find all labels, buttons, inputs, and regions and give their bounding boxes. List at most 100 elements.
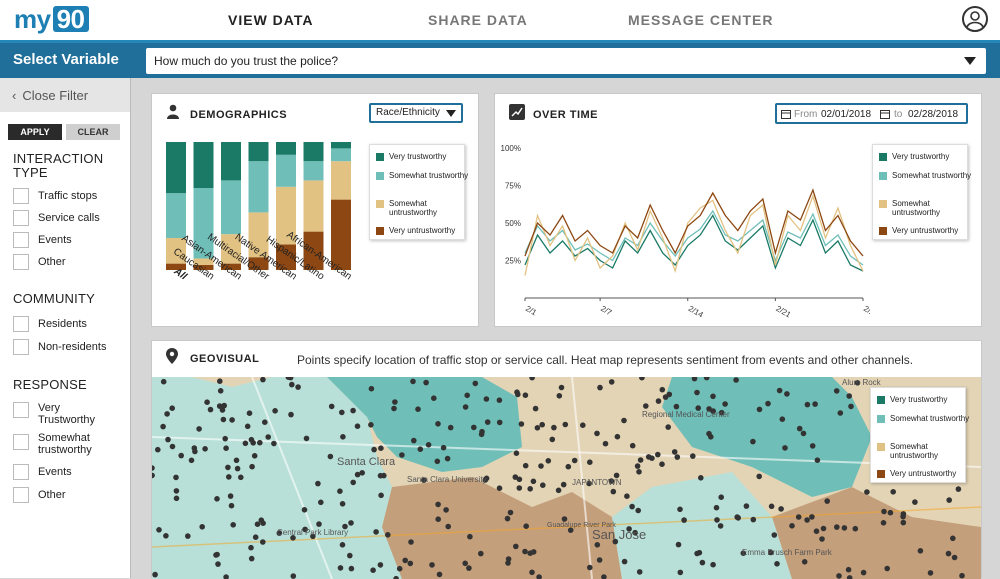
incident-point[interactable] [946,497,952,503]
incident-point[interactable] [824,498,830,504]
incident-point[interactable] [466,565,472,571]
incident-point[interactable] [337,565,344,571]
incident-point[interactable] [163,533,169,539]
incident-point[interactable] [399,452,405,458]
incident-point[interactable] [347,552,353,559]
incident-point[interactable] [265,434,271,440]
incident-point[interactable] [408,539,414,545]
incident-point[interactable] [248,555,255,562]
incident-point[interactable] [185,533,191,539]
incident-point[interactable] [160,423,166,430]
incident-point[interactable] [188,457,195,464]
incident-point[interactable] [917,548,924,554]
bar-segment[interactable] [221,234,241,264]
checkbox[interactable] [13,232,29,248]
incident-point[interactable] [594,542,601,548]
incident-point[interactable] [594,430,600,437]
incident-point[interactable] [610,488,617,495]
incident-point[interactable] [431,395,437,401]
incident-point[interactable] [645,454,652,460]
to-date[interactable]: 02/28/2018 [908,109,959,120]
incident-point[interactable] [659,461,665,467]
incident-point[interactable] [900,513,906,520]
incident-point[interactable] [421,477,427,483]
incident-point[interactable] [796,425,803,432]
incident-point[interactable] [673,403,680,410]
incident-point[interactable] [178,452,184,459]
incident-point[interactable] [217,388,224,394]
incident-point[interactable] [328,403,335,410]
incident-point[interactable] [290,535,296,541]
incident-point[interactable] [257,439,263,446]
incident-point[interactable] [714,517,720,523]
incident-point[interactable] [534,425,541,431]
incident-point[interactable] [242,440,249,447]
incident-point[interactable] [435,501,441,508]
incident-point[interactable] [169,443,176,450]
from-date[interactable]: 02/01/2018 [821,109,872,120]
incident-point[interactable] [636,569,643,575]
incident-point[interactable] [479,428,485,435]
nav-view-data[interactable]: VIEW DATA [228,12,314,28]
incident-point[interactable] [214,496,220,502]
incident-point[interactable] [371,446,377,453]
incident-point[interactable] [743,503,750,509]
bar-segment[interactable] [248,257,269,270]
series-line[interactable] [524,188,864,257]
incident-point[interactable] [411,437,417,444]
incident-point[interactable] [671,449,678,455]
incident-point[interactable] [199,524,205,530]
incident-point[interactable] [795,514,802,520]
incident-point[interactable] [637,457,644,463]
incident-point[interactable] [813,528,820,534]
incident-point[interactable] [213,552,219,558]
incident-point[interactable] [674,454,681,460]
checkbox[interactable] [13,434,29,450]
series-line[interactable] [524,214,864,272]
incident-point[interactable] [276,530,283,536]
incident-point[interactable] [262,419,268,425]
incident-point[interactable] [462,404,469,410]
incident-point[interactable] [227,493,234,499]
incident-point[interactable] [527,486,533,492]
bar-segment[interactable] [193,142,214,189]
incident-point[interactable] [694,550,700,557]
incident-point[interactable] [567,527,574,533]
incident-point[interactable] [505,560,511,566]
incident-point[interactable] [271,440,277,447]
incident-point[interactable] [539,421,545,428]
incident-point[interactable] [597,384,603,391]
incident-point[interactable] [782,445,788,451]
incident-point[interactable] [246,410,253,416]
incident-point[interactable] [272,408,278,414]
incident-point[interactable] [445,523,452,530]
date-range-picker[interactable]: From 02/01/2018 to 02/28/2018 [775,103,968,124]
incident-point[interactable] [733,377,739,383]
incident-point[interactable] [290,573,297,579]
incident-point[interactable] [216,403,223,409]
incident-point[interactable] [955,486,962,492]
incident-point[interactable] [191,445,198,451]
bar-segment[interactable] [221,142,241,181]
incident-point[interactable] [483,475,490,482]
incident-point[interactable] [478,550,484,557]
incident-point[interactable] [254,521,261,527]
incident-point[interactable] [951,554,958,561]
bar-segment[interactable] [303,142,324,162]
incident-point[interactable] [310,533,316,540]
incident-point[interactable] [368,385,375,392]
incident-point[interactable] [207,406,214,413]
incident-point[interactable] [820,525,827,532]
close-filter-button[interactable]: ‹ Close Filter [0,78,130,112]
incident-point[interactable] [833,388,840,394]
incident-point[interactable] [636,469,642,475]
incident-point[interactable] [713,504,720,511]
incident-point[interactable] [703,377,710,381]
incident-point[interactable] [230,522,236,528]
incident-point[interactable] [287,377,294,381]
incident-point[interactable] [771,532,778,538]
incident-point[interactable] [229,417,235,423]
bar-segment[interactable] [303,180,324,232]
bar-segment[interactable] [193,188,214,259]
nav-share-data[interactable]: SHARE DATA [428,12,528,28]
